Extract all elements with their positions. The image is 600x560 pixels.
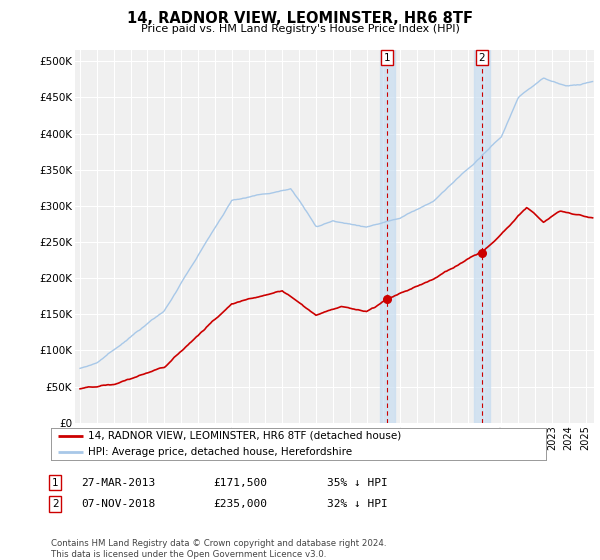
Text: 1: 1 (52, 478, 59, 488)
Text: £235,000: £235,000 (213, 499, 267, 509)
Text: Contains HM Land Registry data © Crown copyright and database right 2024.
This d: Contains HM Land Registry data © Crown c… (51, 539, 386, 559)
Text: 27-MAR-2013: 27-MAR-2013 (81, 478, 155, 488)
Text: 07-NOV-2018: 07-NOV-2018 (81, 499, 155, 509)
Text: 14, RADNOR VIEW, LEOMINSTER, HR6 8TF (detached house): 14, RADNOR VIEW, LEOMINSTER, HR6 8TF (de… (88, 431, 401, 441)
Text: 1: 1 (384, 53, 391, 63)
Text: Price paid vs. HM Land Registry's House Price Index (HPI): Price paid vs. HM Land Registry's House … (140, 24, 460, 34)
Text: 2: 2 (52, 499, 59, 509)
Text: 14, RADNOR VIEW, LEOMINSTER, HR6 8TF: 14, RADNOR VIEW, LEOMINSTER, HR6 8TF (127, 11, 473, 26)
Bar (380, 50, 395, 423)
Text: HPI: Average price, detached house, Herefordshire: HPI: Average price, detached house, Here… (88, 447, 352, 457)
Text: 32% ↓ HPI: 32% ↓ HPI (327, 499, 388, 509)
Bar (475, 50, 490, 423)
Text: 35% ↓ HPI: 35% ↓ HPI (327, 478, 388, 488)
Text: £171,500: £171,500 (213, 478, 267, 488)
Text: 2: 2 (479, 53, 485, 63)
